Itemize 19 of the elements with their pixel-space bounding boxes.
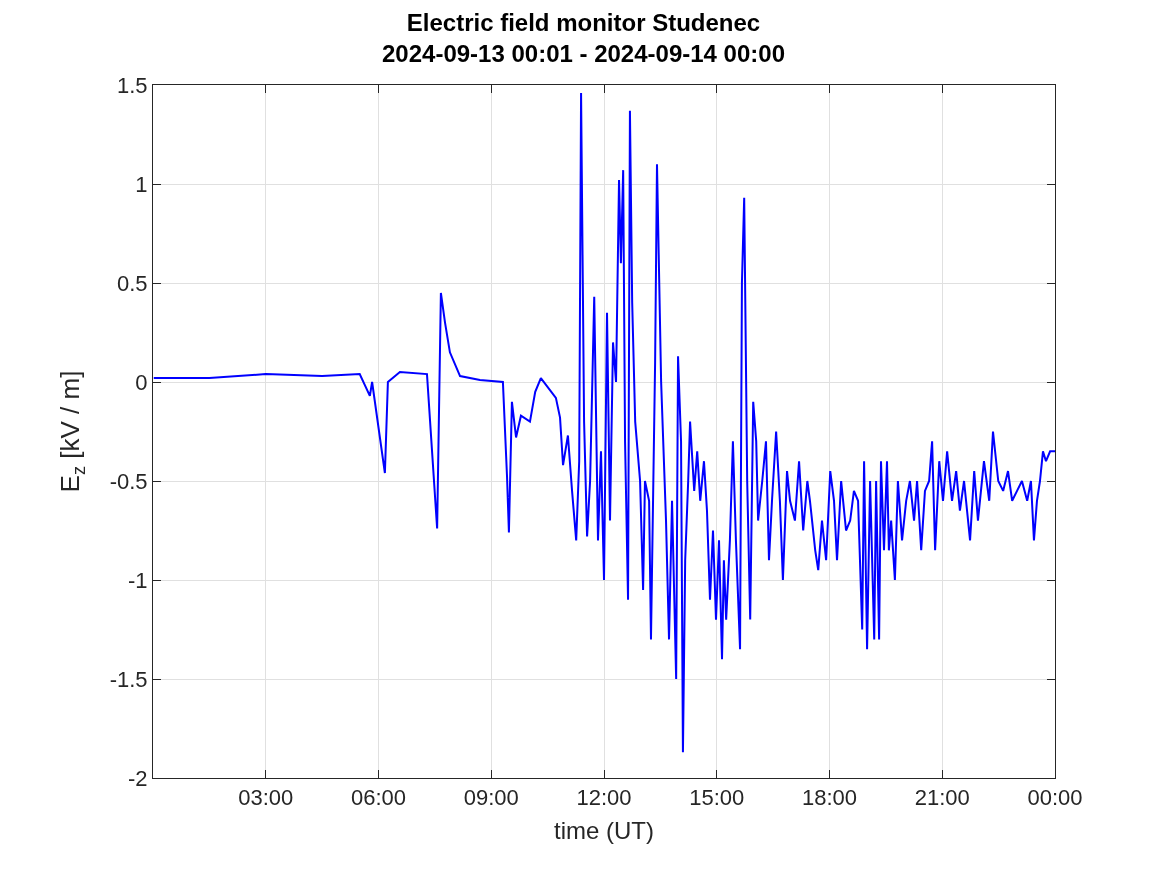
y-tick-label: 1 [135,171,148,197]
y-tick-label: -0.5 [109,468,148,494]
y-tick-label: 0 [135,369,148,395]
y-tick-label: 1.5 [117,72,148,98]
line-series [153,91,1055,754]
x-tick-label: 03:00 [238,785,294,811]
x-tick-label: 18:00 [801,785,858,811]
x-axis-title: time (UT) [554,816,654,844]
y-tick-label: -2 [128,765,148,791]
chart-title: Electric field monitor Studenec 2024-09-13 00:01 - 2024-09-14 00:00 [382,8,785,67]
y-tick-label: 0.5 [117,270,148,296]
x-tick-label: 00:00 [1027,785,1083,811]
y-tick-label: -1.5 [109,666,148,692]
x-tick-label: 12:00 [576,785,632,811]
x-tick-label: 21:00 [914,785,970,811]
x-tick-label: 06:00 [350,785,407,811]
x-tick-label: 09:00 [463,785,519,811]
y-tick-label: -1 [128,567,148,593]
x-tick-label: 15:00 [689,785,745,811]
